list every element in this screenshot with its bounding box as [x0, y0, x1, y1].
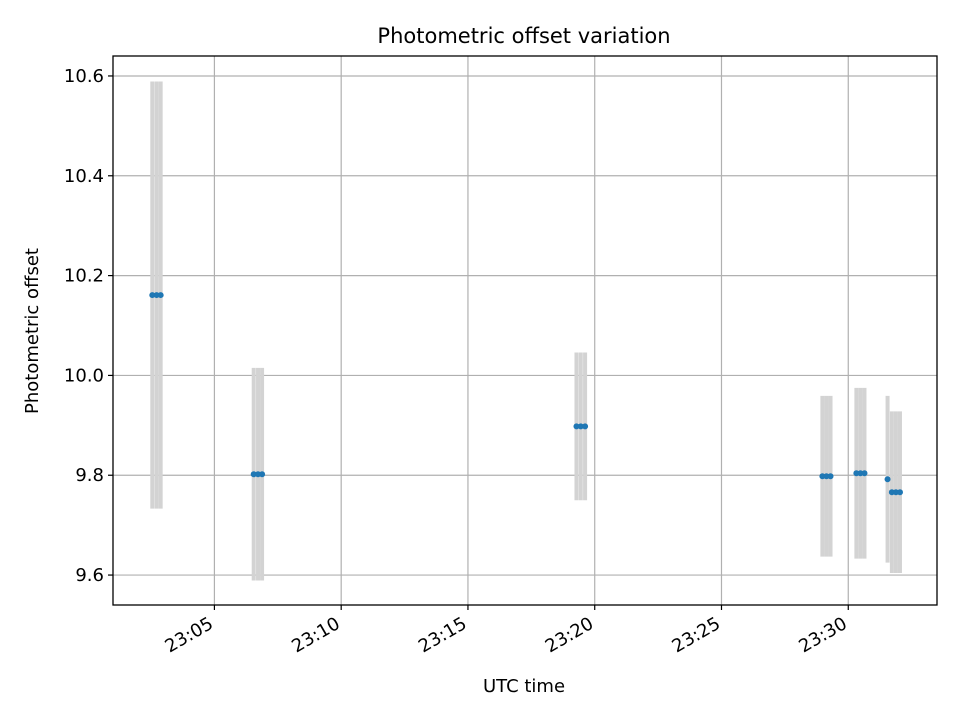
data-point	[250, 471, 257, 478]
data-point	[573, 423, 580, 430]
y-tick-label: 10.2	[64, 266, 104, 287]
x-axis-title: UTC time	[483, 676, 565, 697]
grid-layer	[113, 56, 937, 605]
data-point	[259, 471, 266, 478]
data-point	[861, 470, 868, 477]
point-layer	[149, 292, 903, 496]
y-tick-label: 10.6	[64, 66, 104, 87]
data-point	[582, 423, 589, 430]
y-tick-label: 10.4	[64, 166, 104, 187]
data-point	[157, 292, 164, 299]
chart-title: Photometric offset variation	[377, 24, 670, 48]
data-point	[884, 476, 891, 483]
data-point	[827, 473, 834, 480]
y-tick-label: 9.8	[75, 465, 104, 486]
data-point	[896, 489, 903, 496]
y-tick-label: 9.6	[75, 565, 104, 586]
y-axis-title: Photometric offset	[22, 248, 43, 414]
y-tick-label: 10.0	[64, 365, 104, 386]
data-point	[149, 292, 156, 299]
plot-frame	[112, 55, 938, 606]
data-point	[577, 423, 584, 430]
